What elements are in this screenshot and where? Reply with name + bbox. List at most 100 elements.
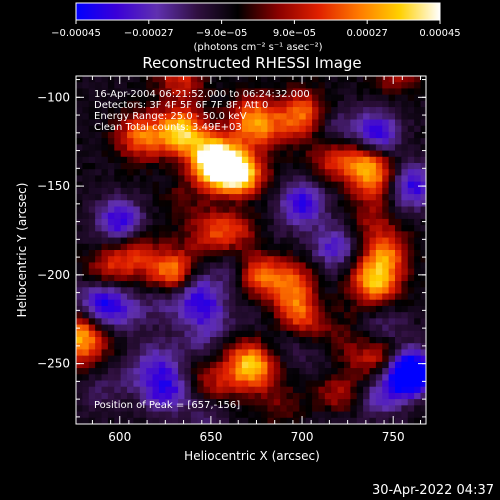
heatmap-cell — [216, 343, 224, 351]
heatmap-cell — [197, 281, 205, 288]
heatmap-cell — [197, 119, 205, 127]
heatmap-cell — [197, 349, 205, 357]
heatmap-cell — [152, 150, 160, 158]
heatmap-cell — [363, 156, 371, 164]
heatmap-cell — [76, 88, 83, 96]
heatmap-cell — [241, 237, 249, 245]
heatmap-cell — [158, 76, 166, 83]
heatmap-cell — [165, 368, 173, 375]
heatmap-cell — [324, 107, 332, 114]
heatmap-cell — [299, 200, 307, 208]
heatmap-cell — [203, 125, 211, 133]
heatmap-cell — [107, 392, 115, 400]
heatmap-cell — [388, 138, 396, 145]
heatmap-cell — [388, 181, 396, 189]
heatmap-cell — [88, 175, 96, 183]
heatmap-cell — [241, 76, 249, 83]
heatmap-cell — [375, 305, 383, 313]
heatmap-cell — [165, 293, 173, 301]
heatmap-cell — [222, 243, 230, 251]
heatmap-cell — [241, 163, 249, 170]
heatmap-cell — [305, 380, 313, 388]
heatmap-cell — [95, 156, 103, 164]
heatmap-cell — [305, 194, 313, 201]
heatmap-cell — [88, 318, 96, 326]
heatmap-cell — [190, 163, 198, 170]
heatmap-cell — [229, 268, 237, 276]
heatmap-cell — [395, 318, 402, 326]
heatmap-cell — [369, 305, 377, 313]
heatmap-cell — [209, 218, 217, 226]
heatmap-cell — [280, 225, 288, 232]
heatmap-cell — [331, 411, 339, 419]
heatmap-cell — [280, 212, 288, 220]
heatmap-cell — [95, 150, 103, 158]
heatmap-cell — [343, 169, 351, 177]
heatmap-cell — [190, 243, 198, 251]
heatmap-cell — [280, 206, 288, 214]
heatmap-cell — [114, 82, 122, 90]
heatmap-cell — [356, 399, 364, 406]
heatmap-cell — [197, 237, 205, 245]
heatmap-cell — [414, 262, 422, 270]
heatmap-cell — [261, 374, 269, 382]
heatmap-cell — [280, 231, 288, 239]
heatmap-cell — [133, 94, 141, 102]
heatmap-cell — [305, 76, 313, 83]
heatmap-cell — [286, 405, 294, 413]
heatmap-cell — [331, 293, 339, 301]
heatmap-cell — [235, 355, 243, 363]
heatmap-cell — [375, 218, 383, 226]
colorbar-tick-label: −9.0e−05 — [196, 28, 248, 39]
heatmap-cell — [95, 100, 103, 108]
heatmap-cell — [229, 287, 237, 295]
heatmap-cell — [222, 150, 230, 158]
heatmap-cell — [197, 405, 205, 413]
heatmap-cell — [414, 405, 422, 413]
heatmap-cell — [184, 380, 192, 388]
heatmap-cell — [127, 181, 135, 189]
heatmap-cell — [312, 181, 320, 189]
heatmap-cell — [82, 181, 90, 189]
heatmap-cell — [248, 107, 256, 114]
heatmap-cell — [229, 76, 237, 83]
heatmap-cell — [76, 107, 83, 114]
heatmap-cell — [407, 225, 415, 232]
heatmap-cell — [350, 237, 358, 245]
heatmap-cell — [356, 131, 364, 139]
heatmap-cell — [241, 330, 249, 338]
heatmap-cell — [88, 256, 96, 264]
heatmap-cell — [318, 94, 326, 102]
heatmap-cell — [331, 405, 339, 413]
heatmap-cell — [356, 318, 364, 326]
heatmap-cell — [152, 218, 160, 226]
heatmap-cell — [312, 374, 320, 382]
heatmap-cell — [267, 361, 275, 369]
heatmap-cell — [292, 293, 300, 301]
heatmap-cell — [241, 349, 249, 357]
heatmap-cell — [261, 243, 269, 251]
heatmap-cell — [190, 368, 198, 375]
heatmap-cell — [114, 125, 122, 133]
heatmap-cell — [382, 250, 390, 257]
heatmap-cell — [184, 107, 192, 114]
heatmap-cell — [286, 231, 294, 239]
heatmap-cell — [171, 318, 179, 326]
heatmap-cell — [197, 355, 205, 363]
heatmap-cell — [369, 150, 377, 158]
heatmap-cell — [222, 218, 230, 226]
heatmap-cell — [337, 187, 345, 195]
heatmap-cell — [273, 399, 281, 406]
heatmap-cell — [331, 150, 339, 158]
heatmap-cell — [222, 281, 230, 288]
heatmap-cell — [101, 281, 109, 288]
heatmap-cell — [299, 218, 307, 226]
heatmap-cell — [88, 169, 96, 177]
heatmap-cell — [395, 349, 402, 357]
heatmap-cell — [363, 150, 371, 158]
heatmap-cell — [273, 250, 281, 257]
heatmap-cell — [197, 243, 205, 251]
heatmap-cell — [101, 113, 109, 121]
heatmap-cell — [158, 119, 166, 127]
heatmap-cell — [388, 256, 396, 264]
